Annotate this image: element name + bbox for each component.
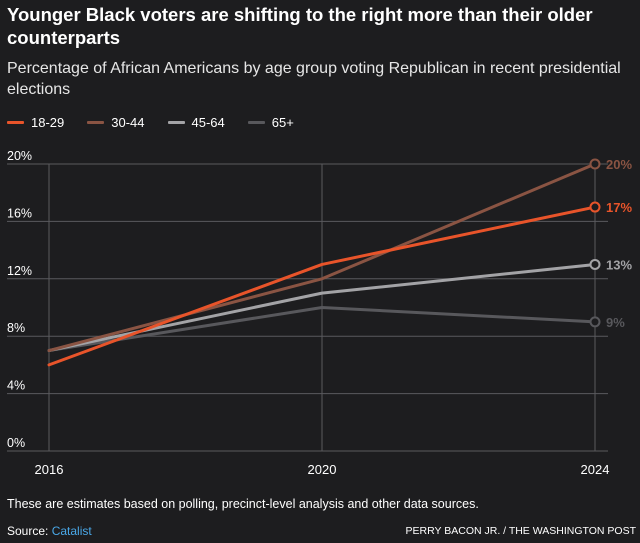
- chart-subtitle: Percentage of African Americans by age g…: [7, 60, 621, 98]
- y-tick-label: 8%: [7, 321, 25, 335]
- legend-label: 18-29: [31, 114, 65, 130]
- x-tick-label: 2020: [308, 462, 337, 477]
- line-chart: 0% 4% 8% 12% 16% 20% 2016 2020 2024 17% 20% 13% 9%: [7, 149, 632, 477]
- legend-swatch: [87, 120, 105, 124]
- end-label-65+: 9%: [606, 315, 625, 330]
- source-line: Source: Catalist: [7, 524, 92, 538]
- chart-title: Younger Black voters are shifting to the…: [7, 4, 593, 48]
- end-marker-30-44: [589, 158, 601, 170]
- y-tick-label: 12%: [7, 264, 32, 278]
- end-marker-18-29: [589, 201, 601, 213]
- end-label-18-29: 17%: [606, 200, 632, 215]
- series-line-65+: [47, 306, 597, 353]
- x-tick-label: 2024: [581, 462, 610, 477]
- legend: 18-29 30-44 45-64 65+: [7, 112, 317, 132]
- end-marker-65+: [589, 316, 601, 328]
- end-label-30-44: 20%: [606, 157, 632, 172]
- legend-item-45-64: 45-64: [167, 114, 225, 130]
- legend-label: 65+: [271, 114, 294, 130]
- legend-item-18-29: 18-29: [7, 115, 64, 130]
- series-line-18-29: [47, 205, 597, 367]
- y-tick-label: 0%: [7, 436, 25, 450]
- y-tick-label: 4%: [7, 379, 25, 393]
- legend-label: 30-44: [111, 114, 145, 130]
- source-link[interactable]: Catalist: [51, 524, 92, 538]
- legend-swatch: [167, 120, 185, 124]
- y-tick-label: 16%: [7, 206, 32, 220]
- end-marker-45-64: [589, 258, 601, 270]
- legend-swatch: [247, 120, 265, 124]
- x-tick-label: 2016: [35, 462, 64, 477]
- footnote: These are estimates based on polling, pr…: [7, 497, 479, 511]
- end-label-45-64: 13%: [606, 257, 632, 272]
- legend-item-30-44: 30-44: [87, 114, 145, 130]
- legend-swatch: [7, 120, 24, 124]
- legend-item-65+: 65+: [247, 114, 294, 130]
- y-tick-label: 20%: [7, 149, 32, 163]
- series-line-30-44: [47, 162, 597, 353]
- source-label: Source:: [7, 524, 49, 538]
- legend-label: 45-64: [191, 114, 225, 130]
- credit: PERRY BACON JR. / THE WASHINGTON POST: [405, 525, 636, 537]
